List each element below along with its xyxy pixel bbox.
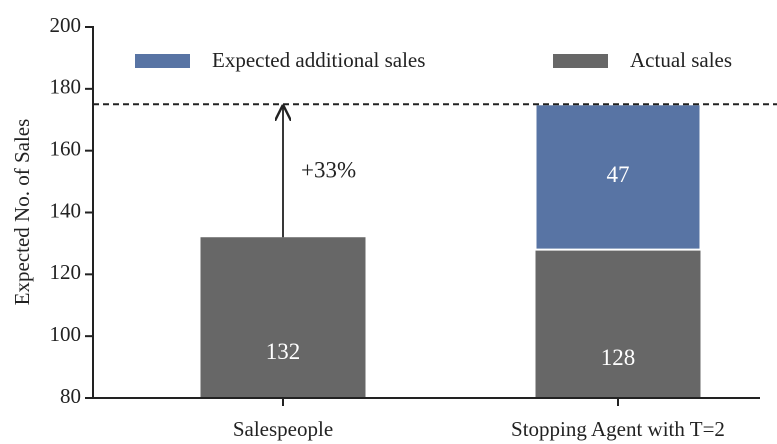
value-label: 128 [601,345,636,370]
y-tick-label: 120 [50,260,82,284]
y-tick-label: 100 [50,322,82,346]
legend-swatch [135,54,190,68]
legend-label: Expected additional sales [212,48,425,72]
bar-segment [534,103,702,251]
bar-segment [535,249,701,398]
value-label: 47 [607,162,630,187]
y-tick-label: 140 [50,198,82,222]
legend-swatch [553,54,608,68]
y-tick-label: 80 [60,384,81,408]
bar-segment [200,237,366,398]
annotation: +33% [301,157,356,182]
value-label: 132 [266,339,301,364]
x-tick-label: Salespeople [233,417,333,441]
y-tick-label: 200 [50,13,82,37]
y-tick-label: 180 [50,75,82,99]
y-axis-label: Expected No. of Sales [10,119,34,306]
legend-label: Actual sales [630,48,732,72]
y-tick-label: 160 [50,136,82,160]
x-tick-label: Stopping Agent with T=2 [511,417,725,441]
